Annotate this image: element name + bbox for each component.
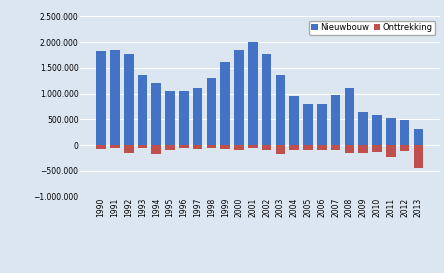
Bar bbox=[262, 145, 271, 150]
Legend: Nieuwbouw, Onttrekking: Nieuwbouw, Onttrekking bbox=[309, 20, 436, 35]
Bar bbox=[138, 75, 147, 145]
Bar bbox=[165, 145, 175, 150]
Bar bbox=[317, 104, 327, 145]
Bar bbox=[138, 145, 147, 148]
Bar bbox=[358, 112, 368, 145]
Bar bbox=[110, 50, 120, 145]
Bar bbox=[220, 62, 230, 145]
Bar bbox=[303, 145, 313, 150]
Bar bbox=[151, 145, 161, 154]
Bar bbox=[110, 145, 120, 148]
Bar bbox=[193, 145, 202, 149]
Bar bbox=[220, 145, 230, 149]
Bar bbox=[151, 83, 161, 145]
Bar bbox=[345, 88, 354, 145]
Bar bbox=[386, 118, 396, 145]
Bar bbox=[372, 145, 382, 152]
Bar bbox=[303, 104, 313, 145]
Bar bbox=[234, 145, 244, 150]
Bar bbox=[124, 145, 134, 153]
Bar bbox=[358, 145, 368, 153]
Bar bbox=[248, 145, 258, 148]
Bar bbox=[289, 145, 299, 150]
Bar bbox=[262, 55, 271, 145]
Bar bbox=[386, 145, 396, 157]
Bar bbox=[372, 115, 382, 145]
Bar bbox=[413, 145, 423, 168]
Bar bbox=[206, 78, 216, 145]
Bar bbox=[400, 120, 409, 145]
Bar bbox=[179, 145, 189, 148]
Bar bbox=[124, 55, 134, 145]
Bar bbox=[400, 145, 409, 151]
Bar bbox=[96, 51, 106, 145]
Bar bbox=[234, 50, 244, 145]
Bar bbox=[345, 145, 354, 153]
Bar bbox=[276, 145, 285, 154]
Bar bbox=[193, 88, 202, 145]
Bar bbox=[331, 145, 341, 150]
Bar bbox=[331, 95, 341, 145]
Bar bbox=[96, 145, 106, 149]
Bar bbox=[248, 41, 258, 145]
Bar bbox=[165, 91, 175, 145]
Bar bbox=[289, 96, 299, 145]
Bar bbox=[179, 91, 189, 145]
Bar bbox=[206, 145, 216, 148]
Bar bbox=[276, 75, 285, 145]
Bar bbox=[413, 129, 423, 145]
Bar bbox=[317, 145, 327, 150]
